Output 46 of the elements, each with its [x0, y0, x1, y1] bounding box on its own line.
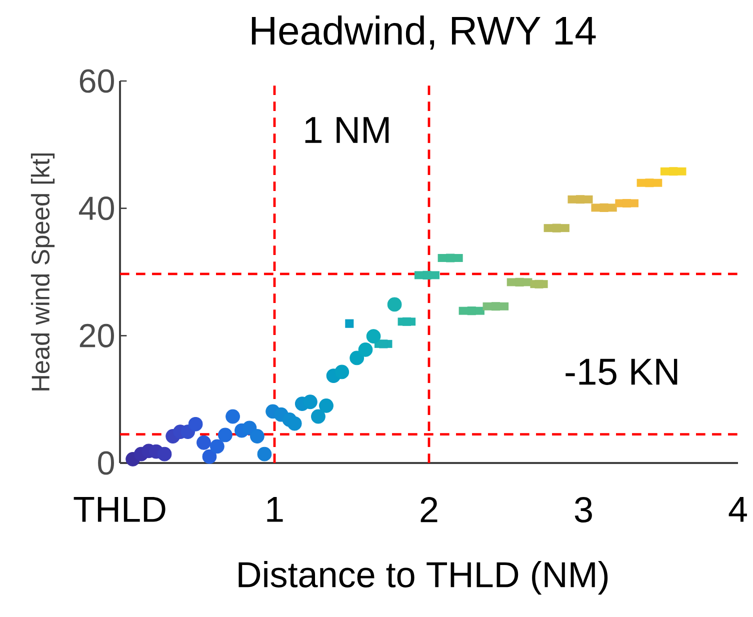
point — [669, 167, 678, 176]
point — [188, 416, 203, 432]
point — [422, 270, 432, 280]
x-tick-label: 1 — [267, 497, 283, 522]
point — [311, 409, 326, 424]
point — [402, 317, 412, 326]
y-tick-label: 20 — [80, 324, 114, 348]
x-tick-label: 2 — [420, 497, 438, 522]
point — [302, 394, 318, 410]
annotation: -15 KN — [566, 358, 678, 385]
point — [379, 340, 388, 348]
point — [319, 398, 334, 413]
point — [622, 198, 632, 208]
point — [350, 350, 364, 366]
annotation: 1 NM — [305, 117, 389, 143]
point — [491, 302, 500, 311]
point — [515, 278, 524, 286]
y-tick-label: 0 — [98, 451, 114, 475]
point — [157, 446, 172, 462]
point — [534, 280, 544, 288]
point — [387, 297, 402, 312]
point — [552, 224, 561, 232]
point — [600, 203, 608, 212]
point — [366, 329, 381, 344]
point — [257, 446, 272, 462]
y-tick-label: 60 — [80, 69, 114, 93]
point — [250, 429, 264, 444]
point — [287, 416, 302, 431]
point — [218, 428, 232, 442]
x-tick-label: 4 — [728, 497, 747, 522]
point — [467, 306, 476, 316]
point — [645, 178, 654, 188]
chart-title: Headwind, RWY 14 — [252, 16, 596, 50]
point — [210, 439, 224, 454]
x-tick-label: THLD — [74, 497, 166, 522]
x-tick-label: 3 — [574, 497, 592, 523]
point — [358, 342, 373, 357]
point — [446, 254, 455, 262]
point — [226, 409, 240, 424]
point — [334, 364, 350, 380]
y-tick-label: 40 — [78, 196, 114, 220]
point — [202, 449, 217, 464]
point — [576, 195, 585, 204]
point — [196, 435, 211, 450]
x-axis-title: Distance to THLD (NM) — [238, 561, 608, 595]
y-axis-title: Head wind Speed [kt] — [30, 153, 55, 390]
